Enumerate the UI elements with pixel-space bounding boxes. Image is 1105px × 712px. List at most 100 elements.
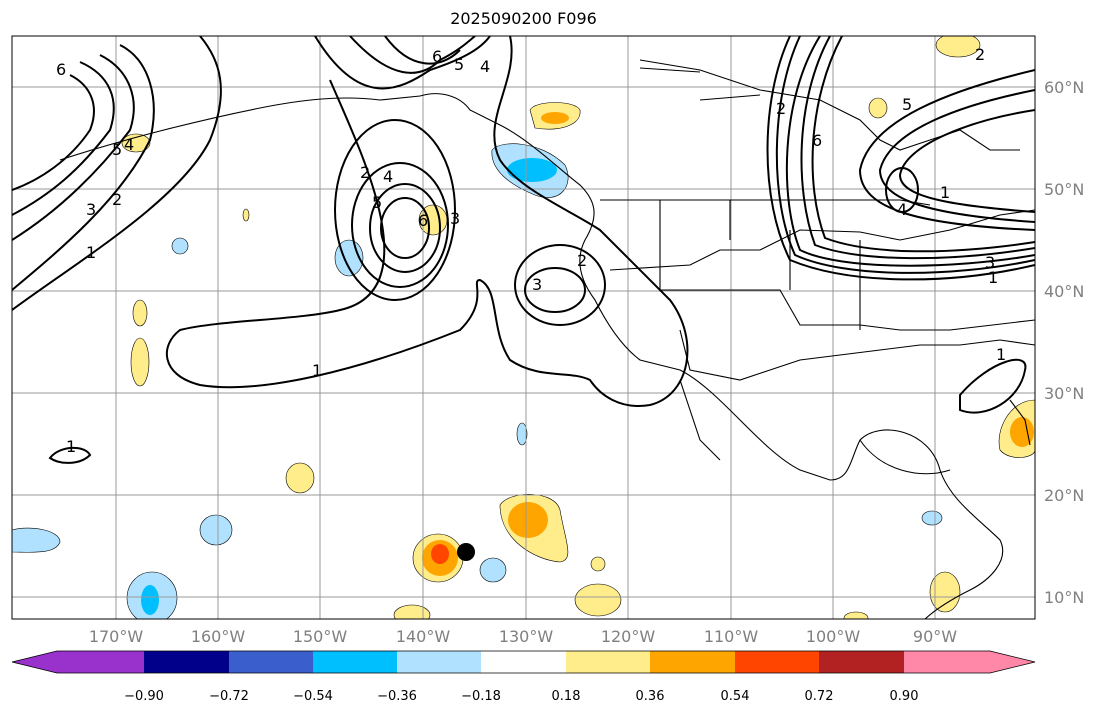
svg-text:0.18: 0.18 bbox=[552, 689, 581, 704]
negative-anomaly bbox=[12, 527, 61, 553]
positive-anomaly bbox=[285, 462, 315, 494]
positive-anomaly-mid bbox=[1010, 417, 1034, 447]
svg-text:0.72: 0.72 bbox=[805, 689, 834, 704]
positive-anomaly bbox=[929, 571, 961, 613]
colorbar-bin bbox=[735, 651, 819, 673]
svg-text:2: 2 bbox=[975, 45, 985, 64]
contours bbox=[12, 36, 1035, 464]
svg-text:1: 1 bbox=[66, 437, 76, 456]
svg-text:−0.18: −0.18 bbox=[461, 689, 501, 704]
negative-anomaly-core bbox=[507, 158, 557, 182]
svg-text:6: 6 bbox=[812, 131, 822, 150]
positive-anomaly bbox=[242, 208, 250, 222]
svg-text:170°W: 170°W bbox=[89, 627, 144, 646]
svg-text:0.54: 0.54 bbox=[721, 689, 750, 704]
contour-labels: 6 5 4 3 2 1 2 5 4 6 3 6 5 4 3 2 1 1 2 6 … bbox=[56, 45, 1006, 456]
svg-text:6: 6 bbox=[56, 60, 66, 79]
latitude-labels: 60°N 50°N 40°N 30°N 20°N 10°N bbox=[1044, 78, 1084, 607]
positive-anomaly bbox=[935, 36, 981, 58]
svg-text:50°N: 50°N bbox=[1044, 180, 1084, 199]
svg-text:5: 5 bbox=[902, 95, 912, 114]
svg-text:−0.54: −0.54 bbox=[293, 689, 333, 704]
svg-text:5: 5 bbox=[112, 140, 122, 159]
colorbar-bin bbox=[819, 651, 904, 673]
svg-text:0.36: 0.36 bbox=[636, 689, 665, 704]
coastlines bbox=[59, 59, 1035, 619]
colorbar-bin bbox=[650, 651, 735, 673]
svg-text:1: 1 bbox=[988, 268, 998, 287]
svg-text:30°N: 30°N bbox=[1044, 384, 1084, 403]
svg-text:3: 3 bbox=[985, 253, 995, 272]
colorbar-bin bbox=[12, 651, 144, 673]
svg-text:40°N: 40°N bbox=[1044, 282, 1084, 301]
colorbar-bin bbox=[904, 651, 1035, 673]
svg-text:10°N: 10°N bbox=[1044, 588, 1084, 607]
colorbar-bin bbox=[481, 651, 566, 673]
positive-anomaly-core bbox=[541, 112, 569, 124]
svg-text:6: 6 bbox=[418, 211, 428, 230]
svg-text:130°W: 130°W bbox=[499, 627, 554, 646]
colorbar-outline bbox=[11, 650, 1036, 674]
svg-text:1: 1 bbox=[996, 345, 1006, 364]
colorbar-bin bbox=[144, 651, 229, 673]
positive-anomaly bbox=[130, 337, 150, 387]
svg-text:1: 1 bbox=[312, 361, 322, 380]
svg-text:60°N: 60°N bbox=[1044, 78, 1084, 97]
negative-anomaly bbox=[921, 510, 943, 526]
svg-text:1: 1 bbox=[86, 243, 96, 262]
svg-text:2: 2 bbox=[776, 99, 786, 118]
positive-anomaly bbox=[843, 611, 869, 619]
gridlines bbox=[12, 36, 1035, 619]
svg-text:90°W: 90°W bbox=[913, 627, 957, 646]
svg-text:4: 4 bbox=[480, 57, 490, 76]
colorbar-bin bbox=[313, 651, 397, 673]
colorbar-bin bbox=[397, 651, 481, 673]
svg-text:160°W: 160°W bbox=[191, 627, 246, 646]
positive-anomaly bbox=[121, 133, 151, 153]
svg-text:3: 3 bbox=[86, 200, 96, 219]
positive-anomaly bbox=[132, 299, 148, 327]
svg-text:6: 6 bbox=[432, 47, 442, 66]
positive-anomaly bbox=[868, 97, 888, 119]
svg-text:−0.90: −0.90 bbox=[124, 689, 164, 704]
svg-text:2: 2 bbox=[577, 251, 587, 270]
longitude-labels: 170°W 160°W 150°W 140°W 130°W 120°W 110°… bbox=[89, 627, 957, 646]
positive-anomaly bbox=[393, 604, 431, 619]
svg-text:100°W: 100°W bbox=[806, 627, 861, 646]
negative-anomaly bbox=[516, 422, 528, 446]
svg-text:20°N: 20°N bbox=[1044, 486, 1084, 505]
positive-anomaly-mid bbox=[508, 502, 548, 538]
svg-text:3: 3 bbox=[450, 209, 460, 228]
svg-text:2: 2 bbox=[360, 163, 370, 182]
svg-text:110°W: 110°W bbox=[704, 627, 759, 646]
svg-text:5: 5 bbox=[372, 193, 382, 212]
colorbar-bin bbox=[566, 651, 650, 673]
svg-text:−0.72: −0.72 bbox=[209, 689, 249, 704]
svg-text:4: 4 bbox=[383, 167, 393, 186]
svg-text:140°W: 140°W bbox=[396, 627, 451, 646]
negative-anomaly bbox=[479, 557, 507, 583]
negative-anomaly bbox=[199, 514, 233, 546]
negative-anomaly-core bbox=[141, 585, 159, 615]
colorbar bbox=[11, 650, 1036, 674]
svg-text:0.90: 0.90 bbox=[890, 689, 919, 704]
anomaly-fills bbox=[12, 36, 1035, 619]
positive-anomaly bbox=[574, 583, 622, 617]
svg-text:120°W: 120°W bbox=[601, 627, 656, 646]
svg-text:4: 4 bbox=[897, 200, 907, 219]
positive-anomaly-core bbox=[431, 544, 449, 564]
map-frame bbox=[11, 35, 1036, 620]
svg-text:5: 5 bbox=[454, 55, 464, 74]
map-title: 2025090200 F096 bbox=[450, 9, 597, 28]
svg-text:150°W: 150°W bbox=[293, 627, 348, 646]
colorbar-bin bbox=[229, 651, 313, 673]
svg-text:3: 3 bbox=[532, 275, 542, 294]
positive-anomaly bbox=[590, 556, 606, 572]
svg-text:4: 4 bbox=[124, 135, 134, 154]
svg-text:−0.36: −0.36 bbox=[377, 689, 417, 704]
storm-position-dot bbox=[457, 543, 475, 561]
svg-text:2: 2 bbox=[112, 190, 122, 209]
svg-text:1: 1 bbox=[940, 183, 950, 202]
negative-anomaly bbox=[171, 237, 189, 255]
